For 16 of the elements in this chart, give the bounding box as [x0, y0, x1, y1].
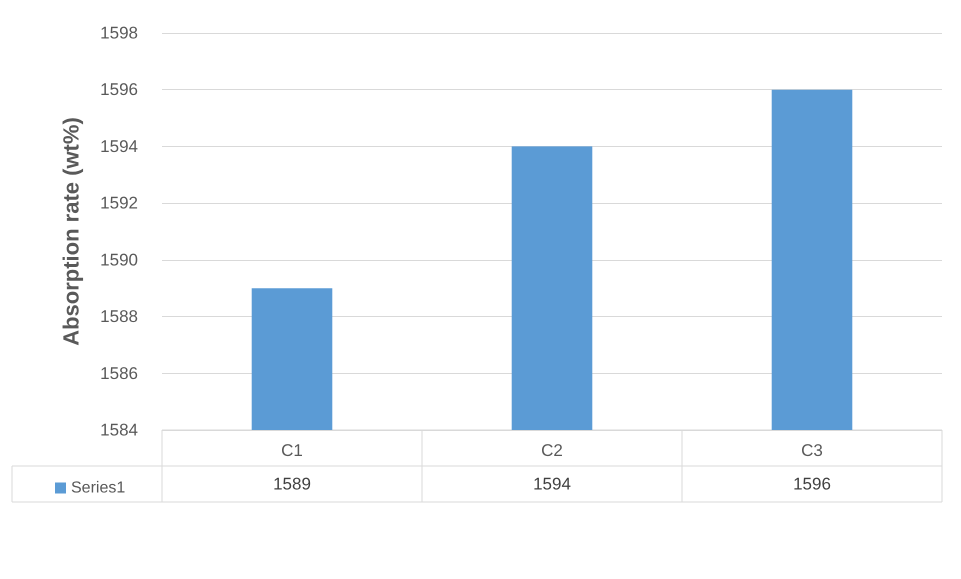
- data-label: 1596: [793, 474, 831, 494]
- y-tick-label: 1592: [100, 194, 138, 213]
- y-tick-label: 1586: [100, 364, 138, 383]
- data-label: 1594: [533, 474, 571, 494]
- data-label: 1589: [273, 474, 311, 494]
- y-axis-title: Absorption rate (wt%): [58, 117, 84, 346]
- y-tick-label: 1596: [100, 80, 138, 100]
- legend-label: Series1: [71, 480, 126, 496]
- y-tick-label: 1594: [100, 136, 138, 156]
- x-tick-label: C3: [801, 441, 823, 460]
- y-tick-label: 1584: [100, 420, 138, 440]
- y-tick-label: 1598: [100, 24, 138, 42]
- y-tick-label: 1588: [100, 307, 138, 326]
- x-tick-label: C2: [541, 441, 563, 460]
- x-tick-label: C1: [281, 441, 303, 460]
- y-tick-label: 1590: [100, 250, 138, 270]
